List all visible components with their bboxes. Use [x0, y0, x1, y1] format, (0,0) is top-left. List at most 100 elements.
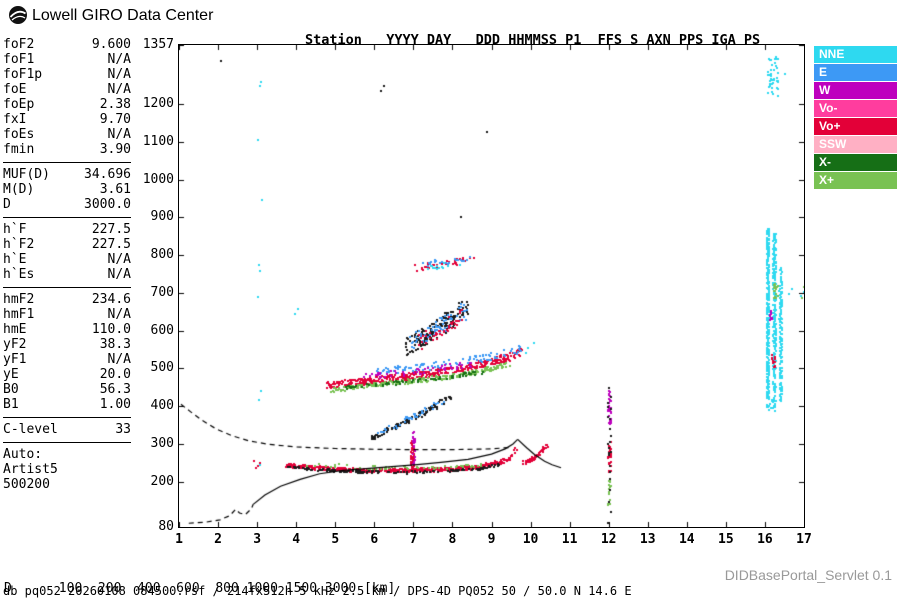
param-value: N/A: [107, 307, 131, 322]
y-tick-label: 800: [150, 247, 174, 263]
param-label: foEp: [3, 97, 35, 112]
y-tick-label: 600: [150, 322, 174, 338]
x-tick-label: 9: [487, 532, 496, 547]
param-label: h`F2: [3, 237, 35, 252]
param-row-hmf1: hmF1 N/A: [3, 307, 131, 322]
param-label: foE: [3, 82, 27, 97]
param-row-b1: B1 1.00: [3, 397, 131, 412]
legend-item-x: X-: [814, 154, 897, 171]
param-footer-500200: 500200: [3, 477, 50, 492]
param-value: 234.6: [91, 292, 131, 307]
x-tick-label: 16: [757, 532, 773, 547]
y-tick-label: 80: [158, 519, 174, 534]
param-row-h-es: h`Es N/A: [3, 267, 131, 282]
param-label: foF1p: [3, 67, 43, 82]
legend-item-nne: NNE: [814, 46, 897, 63]
x-tick-label: 4: [292, 532, 301, 547]
x-tick-label: 13: [639, 532, 656, 547]
param-label: foF2: [3, 37, 35, 52]
param-row-yf2: yF2 38.3: [3, 337, 131, 352]
param-row-m-d: M(D) 3.61: [3, 182, 131, 197]
x-tick-label: 12: [600, 532, 617, 547]
param-row-ye: yE 20.0: [3, 367, 131, 382]
param-value: 3.61: [99, 182, 131, 197]
param-separator: [3, 162, 131, 163]
param-value: 56.3: [99, 382, 131, 397]
param-row-d: D 3000.0: [3, 197, 131, 212]
param-value: 9.70: [99, 112, 131, 127]
param-row-muf-d: MUF(D) 34.696: [3, 167, 131, 182]
param-value: N/A: [107, 352, 131, 367]
y-tick-label: 1000: [142, 171, 174, 187]
param-value: 3000.0: [84, 197, 131, 212]
param-row-c-level: C-level 33: [3, 422, 131, 437]
param-label: h`F: [3, 222, 27, 237]
param-value: 110.0: [91, 322, 131, 337]
servlet-version-label: DIDBasePortal_Servlet 0.1: [724, 567, 892, 583]
app-title: Lowell GIRO Data Center: [32, 7, 214, 24]
y-tick-label: 1357: [142, 37, 174, 52]
y-tick-label: 700: [150, 284, 174, 300]
param-separator: [3, 417, 131, 418]
param-label: M(D): [3, 182, 35, 197]
param-value: 227.5: [91, 222, 131, 237]
param-row-fof1: foF1 N/A: [3, 52, 131, 67]
y-tick-label: 200: [150, 473, 174, 489]
x-tick-label: 10: [522, 532, 539, 547]
param-row-fof1p: foF1p N/A: [3, 67, 131, 82]
legend-item-vo: Vo+: [814, 118, 897, 135]
station-header-line1: Station YYYY DAY DDD HHMMSS P1 FFS S AXN…: [305, 32, 761, 48]
param-label: fxI: [3, 112, 27, 127]
legend-item-vo: Vo-: [814, 100, 897, 117]
param-footer-auto: Auto:: [3, 447, 43, 462]
param-value: N/A: [107, 267, 131, 282]
legend-item-x: X+: [814, 172, 897, 189]
x-tick-label: 8: [448, 532, 457, 547]
ionogram-canvas: [179, 45, 804, 527]
x-tick-label: 1: [175, 532, 183, 547]
param-value: 3.90: [99, 142, 131, 157]
legend-item-w: W: [814, 82, 897, 99]
param-label: yE: [3, 367, 19, 382]
param-label: B0: [3, 382, 19, 397]
param-separator: [3, 217, 131, 218]
param-value: 1.00: [99, 397, 131, 412]
param-row-foe: foE N/A: [3, 82, 131, 97]
muf-table-distance-row: D 100 200 400 600 800 1000 1500 3000 [km…: [4, 581, 396, 596]
param-row-h-f2: h`F2 227.5: [3, 237, 131, 252]
param-footer-artist5: Artist5: [3, 462, 58, 477]
muf-table: D 100 200 400 600 800 1000 1500 3000 [km…: [4, 551, 403, 600]
y-tick-label: 400: [150, 398, 174, 414]
param-separator: [3, 442, 131, 443]
param-label: hmE: [3, 322, 27, 337]
x-tick-label: 6: [370, 532, 379, 547]
param-label: h`Es: [3, 267, 35, 282]
y-tick-label: 1200: [142, 96, 174, 112]
param-label: hmF2: [3, 292, 35, 307]
x-tick-label: 17: [796, 532, 812, 547]
param-row-h-e: h`E N/A: [3, 252, 131, 267]
x-tick-label: 7: [409, 532, 418, 547]
measurement-status-line: db pq052 20260108 084500.rsf / 214fx512h…: [3, 584, 632, 598]
param-value: N/A: [107, 82, 131, 97]
param-label: yF1: [3, 352, 27, 367]
param-value: 20.0: [99, 367, 131, 382]
param-row-fxi: fxI 9.70: [3, 112, 131, 127]
param-value: 33: [115, 422, 131, 437]
x-tick-label: 3: [253, 532, 262, 547]
param-label: MUF(D): [3, 167, 50, 182]
echo-direction-legend: NNE E W Vo- Vo+ SSW X- X+: [814, 46, 897, 190]
param-row-foep: foEp 2.38: [3, 97, 131, 112]
param-label: yF2: [3, 337, 27, 352]
param-value: N/A: [107, 127, 131, 142]
y-tick-label: 500: [150, 360, 174, 376]
param-separator: [3, 287, 131, 288]
y-tick-label: 1100: [142, 134, 174, 149]
x-tick-label: 2: [214, 532, 222, 547]
param-value: N/A: [107, 67, 131, 82]
param-label: C-level: [3, 422, 58, 437]
param-label: fmin: [3, 142, 35, 157]
param-row-foes: foEs N/A: [3, 127, 131, 142]
x-tick-label: 11: [561, 532, 578, 547]
